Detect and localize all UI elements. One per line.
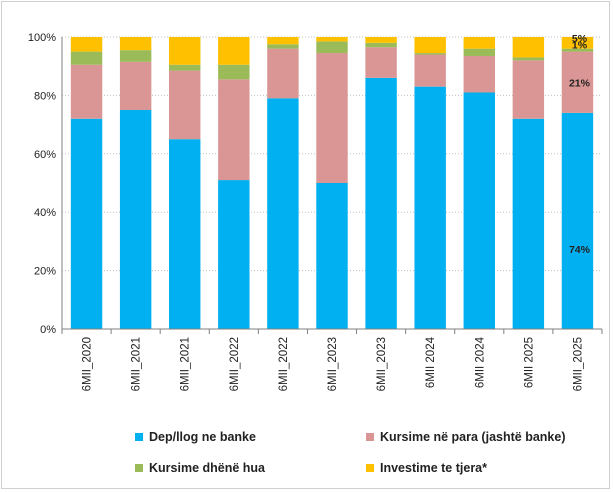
bar-segment <box>365 42 397 48</box>
bar-segment <box>512 60 545 119</box>
bar-segment <box>119 110 152 329</box>
bar-segment <box>218 64 250 80</box>
x-tick-label: 6MII 2025 <box>523 337 535 388</box>
bar-segment <box>267 48 299 99</box>
bar-segment <box>463 55 495 93</box>
bar-segment <box>169 37 201 65</box>
y-tick-label: 100% <box>28 32 56 44</box>
bar-segment <box>316 53 348 184</box>
x-tick-label: 6MII 2024 <box>425 336 437 388</box>
bar-segment <box>414 37 446 54</box>
bar-segment <box>561 51 594 113</box>
bar-segment <box>70 37 103 52</box>
y-axis: 0% 20% 40% 60% 80% 100% <box>28 32 63 336</box>
bar-segment <box>316 37 348 42</box>
bar-segment <box>218 79 250 181</box>
x-tick-label: 6MII_2021 <box>180 337 192 391</box>
x-tick-label: 6MII_2021 <box>131 337 143 391</box>
bar-segment <box>561 112 594 329</box>
bar-segment <box>512 57 545 61</box>
y-tick-label: 60% <box>34 149 56 161</box>
x-tick-label: 6MII_2023 <box>376 337 388 391</box>
x-tick-label: 6MII_2022 <box>229 337 241 391</box>
bar-segment <box>70 51 103 65</box>
bar-segment <box>512 37 545 58</box>
bar-segment <box>414 86 446 329</box>
bar-segment <box>365 77 397 329</box>
bar-segment <box>365 47 397 78</box>
bar-segment <box>218 37 250 65</box>
bar-segment <box>414 53 446 55</box>
x-axis: 6MII_2020 6MII_2021 6MII_2021 6MII_2022 6MII… <box>61 328 603 391</box>
data-label: 1% <box>572 40 588 52</box>
bar-segment <box>267 37 299 45</box>
bar-segment <box>70 118 103 329</box>
bar-segment <box>463 92 495 329</box>
bar-segment <box>316 41 348 54</box>
x-tick-label: 6MII_2023 <box>327 337 339 391</box>
bar-segment <box>463 37 495 49</box>
bar-segment <box>316 183 348 329</box>
bar-segment <box>169 64 201 71</box>
x-tick-label: 6MII_2025 <box>572 337 584 391</box>
bar-segment <box>267 44 299 49</box>
bar-segment <box>169 70 201 140</box>
bar-segment <box>267 98 299 329</box>
data-label: 74% <box>569 244 591 256</box>
bar-segment <box>463 48 495 56</box>
y-tick-label: 0% <box>40 324 56 336</box>
bar-segment <box>119 37 152 51</box>
x-tick-label: 6MII_2022 <box>278 337 290 391</box>
data-label: 5% <box>572 33 588 45</box>
bar-segment <box>218 180 250 329</box>
bar-segment <box>414 54 446 87</box>
bar-segment <box>365 37 397 43</box>
bar-segment <box>512 118 545 329</box>
y-tick-label: 20% <box>34 266 56 278</box>
bar-segment <box>561 37 594 49</box>
bars <box>70 37 594 329</box>
x-tick-label: 6MII_2020 <box>82 337 94 391</box>
data-label: 21% <box>569 77 591 89</box>
bar-segment <box>119 61 152 110</box>
y-tick-label: 40% <box>34 207 56 219</box>
y-tick-label: 80% <box>34 90 56 102</box>
bar-segment <box>169 139 201 329</box>
x-tick-label: 6MII 2024 <box>474 336 486 388</box>
bar-segment <box>70 64 103 119</box>
data-labels: 74% 21% 1%5% <box>569 33 591 256</box>
bar-segment <box>561 48 594 52</box>
bar-segment <box>119 50 152 62</box>
